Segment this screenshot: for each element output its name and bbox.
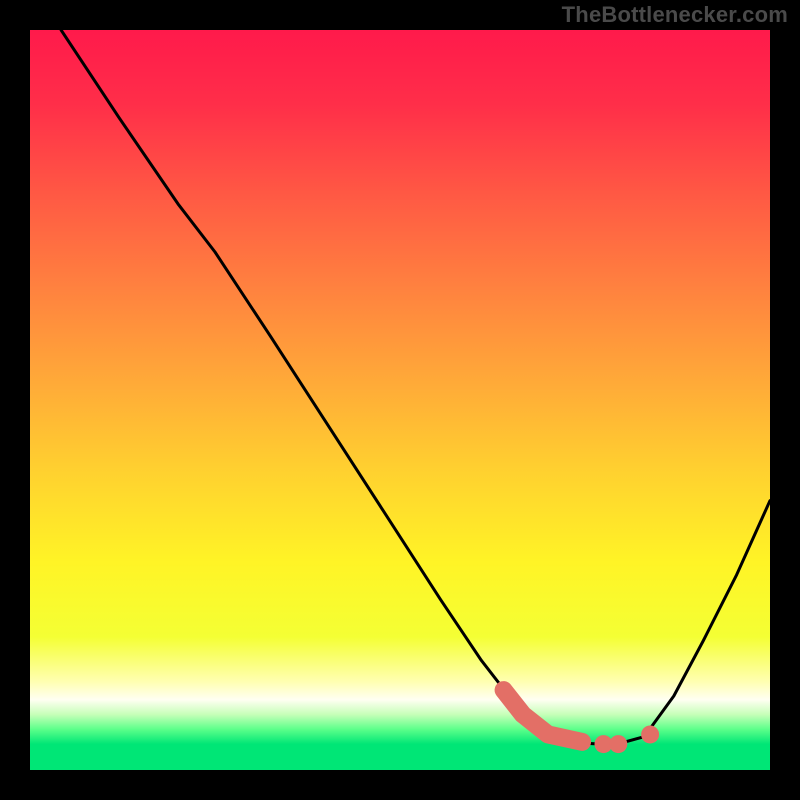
plot-svg	[30, 30, 770, 770]
gradient-background	[30, 30, 770, 770]
plot-area	[30, 30, 770, 770]
watermark-text: TheBottlenecker.com	[562, 2, 788, 28]
chart-frame: TheBottlenecker.com	[0, 0, 800, 800]
marker-dot	[609, 735, 627, 753]
marker-dot	[641, 725, 659, 743]
